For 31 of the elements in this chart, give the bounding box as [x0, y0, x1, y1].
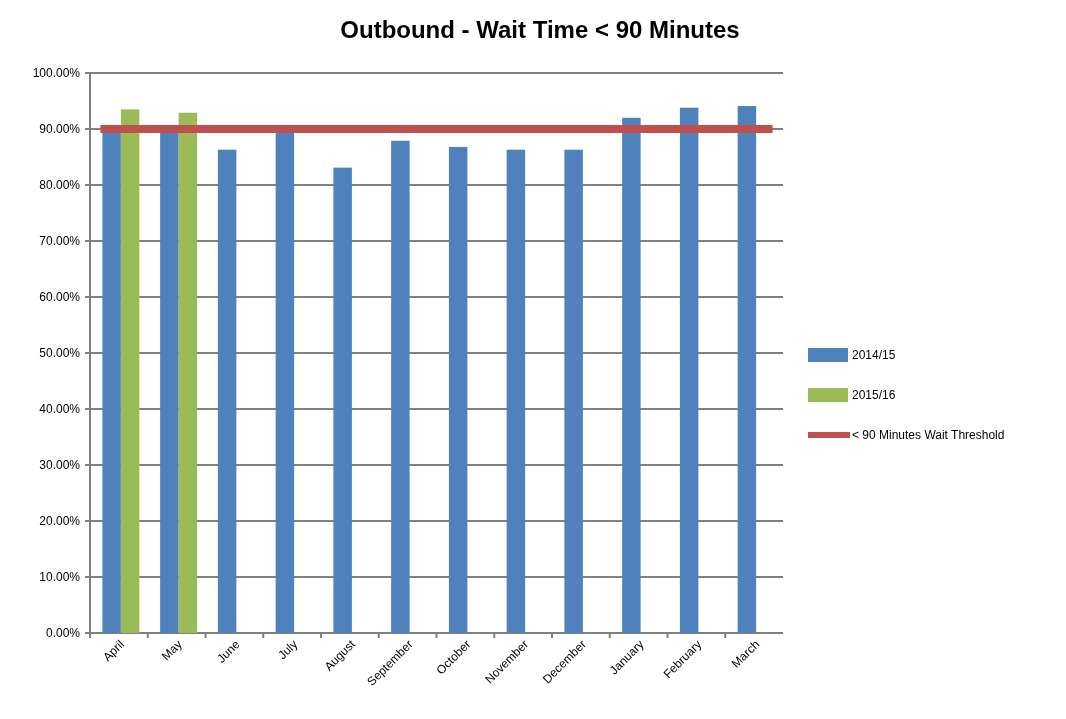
y-tick-label: 20.00%	[39, 514, 81, 529]
y-tick-label: 50.00%	[39, 346, 81, 361]
bar	[178, 112, 198, 633]
bar	[391, 140, 410, 633]
x-tick-label: May	[158, 637, 185, 664]
y-tick-label: 70.00%	[39, 234, 81, 249]
bar	[622, 117, 641, 633]
bar	[737, 106, 757, 633]
bar	[333, 167, 352, 633]
bar	[506, 149, 526, 633]
y-tick-label: 90.00%	[39, 122, 81, 137]
chart-title: Outbound - Wait Time < 90 Minutes	[340, 16, 740, 43]
legend-label: 2015/16	[852, 388, 896, 403]
bar	[160, 130, 179, 633]
y-tick-label: 80.00%	[39, 178, 81, 193]
y-tick-label: 100.00%	[32, 66, 81, 81]
y-tick-label: 60.00%	[39, 290, 81, 305]
y-tick-label: 10.00%	[39, 570, 81, 585]
bar	[275, 130, 295, 633]
bar	[564, 149, 583, 633]
bar	[102, 131, 121, 633]
legend-label: 2014/15	[852, 348, 896, 363]
y-tick-label: 40.00%	[39, 402, 81, 417]
bar	[679, 107, 699, 633]
bar	[217, 149, 237, 633]
legend-label: < 90 Minutes Wait Threshold	[852, 428, 1005, 443]
x-tick-label: July	[275, 637, 301, 663]
bar	[448, 146, 468, 633]
y-tick-label: 0.00%	[45, 626, 81, 641]
y-tick-label: 30.00%	[39, 458, 81, 473]
bar	[120, 109, 140, 633]
